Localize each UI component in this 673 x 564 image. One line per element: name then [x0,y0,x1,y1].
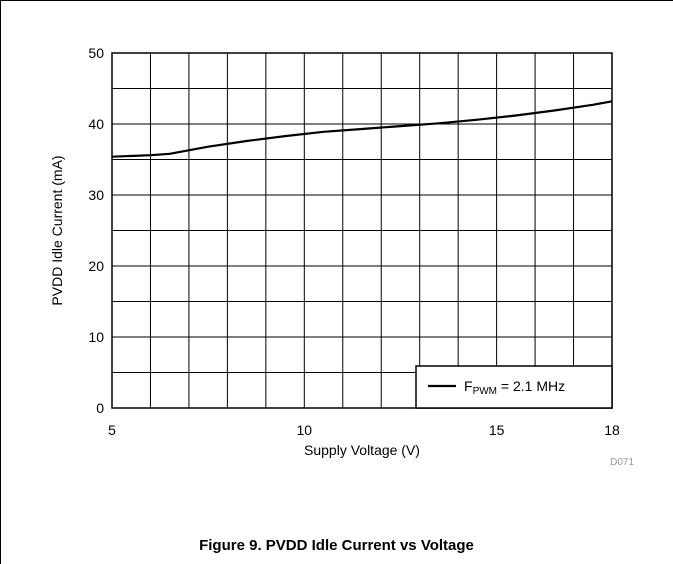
tick-labels: 0 10 20 30 40 50 5 10 15 18 [88,45,620,438]
x-axis-label: Supply Voltage (V) [304,442,420,458]
legend: FPWM = 2.1 MHz [415,365,613,409]
page-frame-left [0,0,1,564]
legend-label: FPWM = 2.1 MHz [464,378,565,397]
y-tick-label: 40 [88,116,104,132]
figure-code-label: D071 [610,457,634,468]
x-tick-label: 10 [297,422,313,438]
x-tick-label: 18 [604,422,620,438]
x-tick-label: 5 [108,422,116,438]
legend-label-suffix: = 2.1 MHz [497,378,565,394]
y-tick-label: 10 [88,329,104,345]
figure-caption: Figure 9. PVDD Idle Current vs Voltage [199,537,474,554]
x-tick-label: 15 [489,422,505,438]
y-tick-label: 50 [88,45,104,61]
grid [111,52,613,409]
line-chart: 0 10 20 30 40 50 5 10 15 18 FPWM = 2.1 MHz Supply… [49,45,634,468]
y-tick-label: 30 [88,187,104,203]
y-tick-label: 20 [88,258,104,274]
legend-label-subscript: PWM [473,386,497,397]
series-line-fpwm-2-1mhz [111,100,613,158]
legend-label-prefix: F [464,378,473,394]
plot-border [111,52,613,409]
y-tick-label: 0 [96,400,104,416]
y-axis-label: PVDD Idle Current (mA) [49,155,65,305]
